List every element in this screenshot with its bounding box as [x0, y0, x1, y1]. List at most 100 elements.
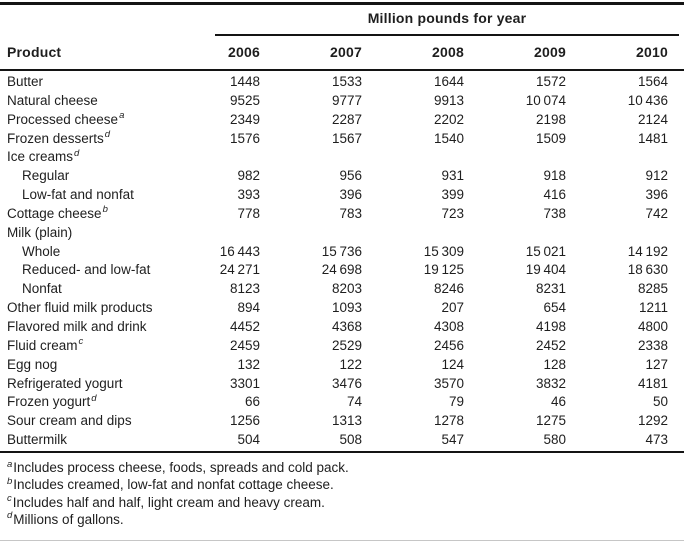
value-cell: 2287: [331, 111, 362, 127]
top-rule: [0, 2, 684, 5]
value-cell: 8285: [637, 281, 668, 297]
value-cell: 2198: [535, 111, 566, 127]
value-cell: 2529: [331, 337, 362, 353]
value-cell: 15 736: [321, 243, 362, 259]
value-cell: 1481: [637, 130, 668, 146]
value-cell: 8203: [331, 281, 362, 297]
footnote-b: bIncludes creamed, low-fat and nonfat co…: [7, 476, 674, 493]
value-cell: 1275: [535, 413, 566, 429]
product-label: Regular: [22, 168, 70, 184]
value-cell: [464, 148, 566, 167]
table-row: Sour cream and dips 1256 1313 1278 1275 …: [0, 412, 684, 431]
table-row: Low-fat and nonfat 393 396 399 416 396: [0, 186, 684, 205]
value-cell: [260, 148, 362, 167]
value-cell: 918: [543, 168, 566, 184]
value-cell: 1644: [433, 74, 464, 89]
value-cell: 3570: [433, 375, 464, 391]
bottom-faint-rule: [0, 540, 684, 541]
table-row: Fluid creamc 2459 2529 2456 2452 2338: [0, 337, 684, 356]
value-cell: 894: [237, 300, 260, 316]
value-cell: 473: [645, 432, 668, 448]
table-row: Frozen dessertsd 1576 1567 1540 1509 148…: [0, 130, 684, 149]
value-cell: 1313: [331, 413, 362, 429]
product-label: Cottage cheeseb: [7, 204, 108, 221]
footnote-a-text: Includes process cheese, foods, spreads …: [13, 460, 349, 475]
value-cell: 508: [339, 432, 362, 448]
table-row: Egg nog 132 122 124 128 127: [0, 356, 684, 375]
value-cell: 1509: [535, 130, 566, 146]
value-cell: 4800: [637, 318, 668, 334]
footnote-d-marker: d: [7, 510, 13, 522]
table-row: Natural cheese 9525 9777 9913 10 074 10 …: [0, 92, 684, 111]
value-cell: 2452: [535, 337, 566, 353]
span-header-million-pounds: Million pounds for year: [367, 10, 527, 26]
value-cell: 416: [543, 187, 566, 203]
product-label: Frozen yogurtd: [7, 392, 97, 410]
value-cell: 1564: [637, 74, 668, 89]
value-cell: 1278: [433, 413, 464, 429]
value-cell: [158, 148, 260, 167]
value-cell: 393: [237, 187, 260, 203]
value-cell: 24 698: [321, 262, 362, 278]
value-cell: 778: [237, 205, 260, 221]
value-cell: [260, 224, 362, 243]
footnote-a: aIncludes process cheese, foods, spreads…: [7, 459, 674, 476]
value-cell: 10 436: [627, 92, 668, 108]
value-cell: 654: [543, 300, 566, 316]
value-cell: 1256: [229, 413, 260, 429]
value-cell: 396: [645, 187, 668, 203]
value-cell: 9525: [229, 92, 260, 108]
footnotes: aIncludes process cheese, foods, spreads…: [7, 459, 674, 528]
value-cell: 8123: [229, 281, 260, 297]
footnote-d-text: Millions of gallons.: [13, 511, 124, 527]
product-label: Milk (plain): [7, 224, 73, 240]
product-label: Ice creamsd: [7, 147, 80, 165]
value-cell: 1576: [229, 130, 260, 146]
product-label: Butter: [7, 74, 44, 89]
product-label: Frozen dessertsd: [7, 129, 111, 146]
value-cell: [362, 148, 464, 167]
table-row: Flavored milk and drink 4452 4368 4308 4…: [0, 318, 684, 337]
value-cell: 10 074: [525, 92, 566, 108]
value-cell: 931: [441, 168, 464, 184]
value-cell: 2124: [637, 111, 668, 127]
value-cell: 24 271: [219, 262, 260, 278]
value-cell: 982: [237, 168, 260, 184]
value-cell: 396: [339, 187, 362, 203]
table-row: Ice creamsd: [0, 148, 684, 167]
footnote-a-marker: a: [7, 458, 13, 470]
value-cell: [464, 224, 566, 243]
product-label: Egg nog: [7, 356, 58, 372]
value-cell: 4181: [637, 375, 668, 391]
table-row: Nonfat 8123 8203 8246 8231 8285: [0, 280, 684, 299]
value-cell: 2338: [637, 337, 668, 353]
footer-rule: [0, 451, 684, 453]
table-row: Refrigerated yogurt 3301 3476 3570 3832 …: [0, 375, 684, 394]
value-cell: 127: [645, 356, 668, 372]
table-row: Milk (plain): [0, 224, 684, 243]
value-cell: 4308: [433, 318, 464, 334]
product-label: Sour cream and dips: [7, 413, 132, 429]
table-row: Butter 1448 1533 1644 1572 1564: [0, 73, 684, 92]
value-cell: 4452: [229, 318, 260, 334]
value-cell: 1292: [637, 413, 668, 429]
value-cell: 9777: [331, 92, 362, 108]
value-cell: 1448: [229, 74, 260, 89]
value-cell: 128: [543, 356, 566, 372]
table-row: Buttermilk 504 508 547 580 473: [0, 431, 684, 450]
value-cell: 3476: [331, 375, 362, 391]
value-cell: 16 443: [219, 243, 260, 259]
value-cell: 15 309: [423, 243, 464, 259]
value-cell: 14 192: [627, 243, 668, 259]
value-cell: 19 125: [423, 262, 464, 278]
year-header-2008: 2008: [432, 44, 464, 60]
product-label: Natural cheese: [7, 92, 98, 108]
value-cell: 1567: [331, 130, 362, 146]
value-cell: 723: [441, 205, 464, 221]
product-label: Reduced- and low-fat: [22, 262, 151, 278]
value-cell: 9913: [433, 92, 464, 108]
product-label: Nonfat: [22, 281, 62, 297]
value-cell: 2456: [433, 337, 464, 353]
value-cell: 50: [652, 394, 668, 410]
value-cell: 4368: [331, 318, 362, 334]
